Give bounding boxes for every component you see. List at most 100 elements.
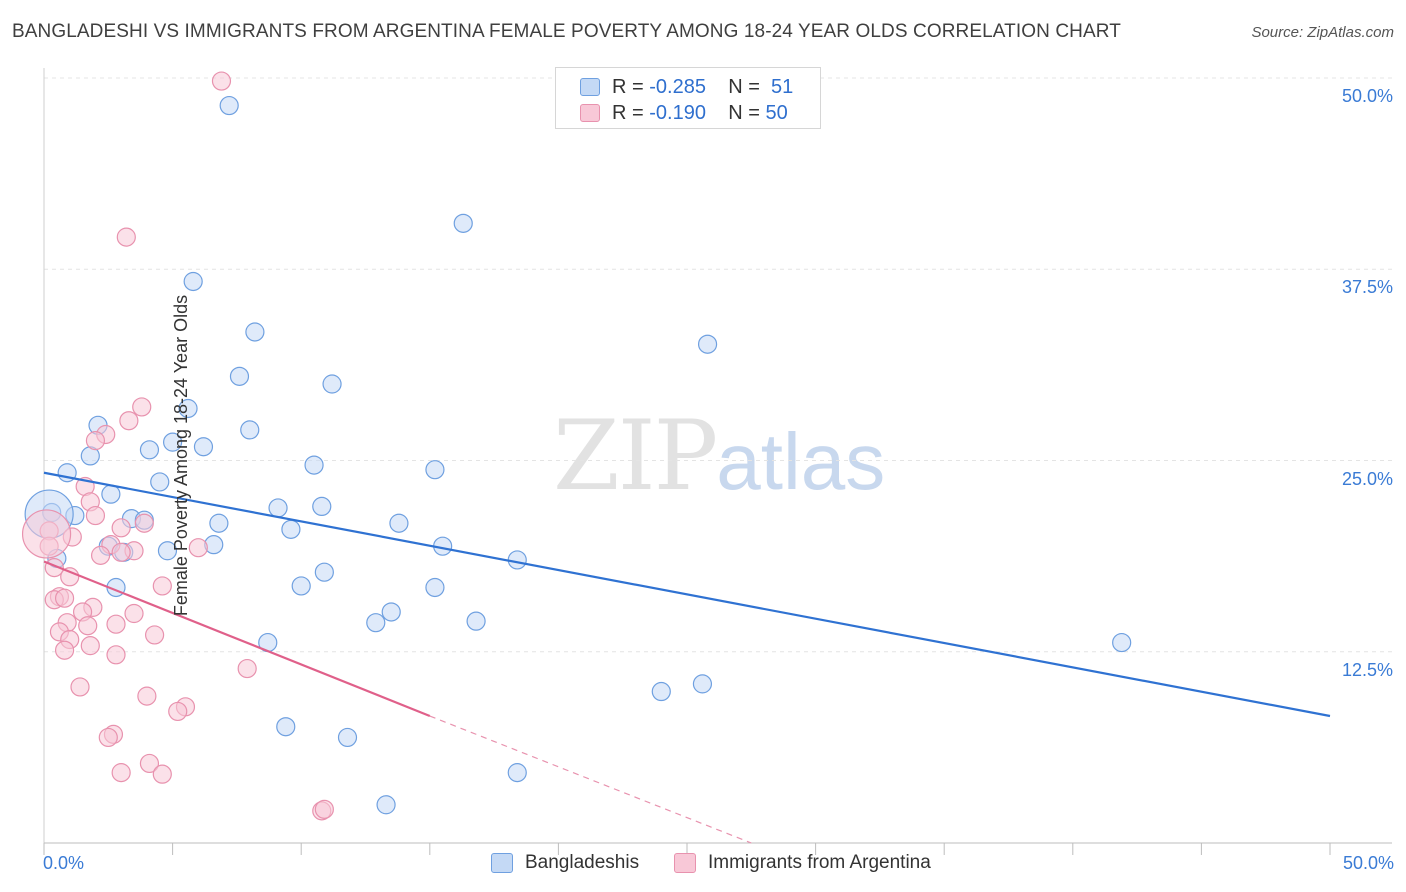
y-axis-label: Female Poverty Among 18-24 Year Olds (170, 294, 191, 617)
point-s1-41 (168, 701, 188, 722)
r-value: -0.190 (649, 102, 706, 124)
point-s0-4 (697, 334, 718, 354)
point-s0-2 (183, 271, 203, 292)
point-s0-20 (268, 498, 288, 518)
y-tick-label-1: 25.0% (1341, 468, 1393, 489)
x-tick-label-0: 0.0% (43, 853, 85, 873)
trendline-argentina-extrapolated (429, 715, 752, 844)
point-s0-25 (209, 513, 229, 533)
r-label: R = (612, 76, 644, 98)
point-s1-35 (54, 640, 75, 660)
point-s1-20 (60, 567, 80, 587)
point-s0-1 (453, 213, 473, 233)
point-s1-8 (85, 505, 106, 526)
legend-stats-bangladeshis: R = -0.285 N = 51 (612, 76, 793, 99)
point-s1-30 (106, 614, 126, 634)
point-s0-37 (425, 577, 445, 598)
point-s0-31 (157, 541, 178, 561)
point-s0-45 (651, 681, 671, 702)
point-s0-41 (466, 611, 486, 631)
point-s1-39 (137, 686, 157, 706)
y-tick-label-2: 37.5% (1341, 277, 1393, 298)
y-tick-label-3: 50.0% (1341, 86, 1393, 106)
n-label: N = (728, 102, 760, 124)
point-s1-37 (237, 658, 257, 679)
point-s0-21 (312, 496, 332, 516)
point-s1-16 (111, 542, 131, 562)
point-s0-48 (507, 763, 527, 783)
trendline-argentina (43, 560, 431, 718)
point-s1-48 (314, 799, 334, 819)
point-s0-26 (281, 519, 301, 539)
point-s0-46 (276, 717, 296, 737)
watermark-atlas: atlas (716, 417, 886, 506)
point-s1-45 (111, 763, 131, 783)
point-s0-34 (507, 550, 527, 570)
point-s0-35 (314, 562, 334, 582)
point-s1-5 (85, 431, 106, 451)
point-s0-44 (692, 674, 713, 694)
point-s0-0 (219, 95, 239, 116)
point-s0-36 (291, 576, 311, 596)
legend-swatch-argentina (674, 853, 696, 873)
point-s0-18 (101, 484, 121, 504)
point-s1-18 (90, 545, 111, 565)
point-s1-0 (211, 71, 232, 91)
legend-swatch-bangladeshis (491, 853, 513, 873)
chart-source: Source: ZipAtlas.com (1251, 24, 1394, 41)
chart-title: BANGLADESHI VS IMMIGRANTS FROM ARGENTINA… (12, 21, 1121, 42)
r-label: R = (612, 102, 644, 124)
point-s0-17 (150, 472, 170, 492)
n-value: 50 (765, 102, 788, 124)
point-s1-29 (78, 616, 98, 636)
point-s1-24 (54, 588, 75, 608)
point-s0-5 (229, 366, 250, 386)
legend-label-bangladeshis: Bangladeshis (525, 852, 640, 873)
point-s0-28 (204, 535, 224, 555)
point-s1-44 (139, 753, 160, 774)
point-s1-1 (116, 227, 136, 247)
point-s1-10 (111, 518, 131, 538)
point-s0-49 (376, 795, 396, 815)
n-label: N = (728, 76, 760, 98)
point-s1-3 (119, 411, 139, 431)
legend-swatch-blue (580, 78, 600, 96)
point-s1-27 (124, 603, 144, 624)
point-s0-9 (240, 420, 260, 440)
point-s0-47 (337, 727, 358, 748)
legend-swatch-pink (580, 104, 600, 122)
point-s1-36 (106, 645, 126, 665)
legend-label-argentina: Immigrants from Argentina (708, 852, 931, 873)
point-s1-43 (98, 727, 118, 748)
point-s0-15 (425, 460, 445, 480)
r-value: -0.285 (649, 76, 706, 98)
point-s1-49 (21, 509, 72, 559)
watermark-zip: ZIP (553, 400, 718, 512)
point-s0-10 (163, 432, 183, 452)
correlation-legend: R = -0.285 N = 51 R = -0.190 N = 50 (555, 67, 821, 129)
point-s0-7 (178, 398, 198, 419)
point-s1-34 (80, 636, 100, 656)
point-s1-32 (144, 625, 165, 645)
n-value: 51 (771, 76, 794, 98)
point-s1-46 (152, 764, 172, 784)
watermark: ZIPatlas (553, 400, 885, 512)
point-s0-3 (245, 322, 265, 342)
point-s0-27 (389, 513, 409, 533)
point-s0-43 (1112, 632, 1132, 653)
point-s0-6 (322, 374, 342, 394)
point-s0-12 (139, 440, 160, 460)
point-s1-38 (70, 677, 90, 697)
x-tick-label-1: 50.0% (1342, 853, 1394, 873)
point-s1-21 (152, 576, 172, 596)
point-s0-11 (193, 437, 214, 457)
trendline-bangladeshis (43, 471, 1331, 718)
y-tick-label-0: 12.5% (1341, 659, 1393, 680)
legend-stats-argentina: R = -0.190 N = 50 (612, 102, 788, 125)
point-s1-17 (188, 538, 208, 558)
point-s0-40 (366, 613, 386, 633)
point-s1-2 (132, 397, 152, 417)
point-s0-14 (304, 455, 324, 475)
point-s0-39 (381, 602, 401, 622)
